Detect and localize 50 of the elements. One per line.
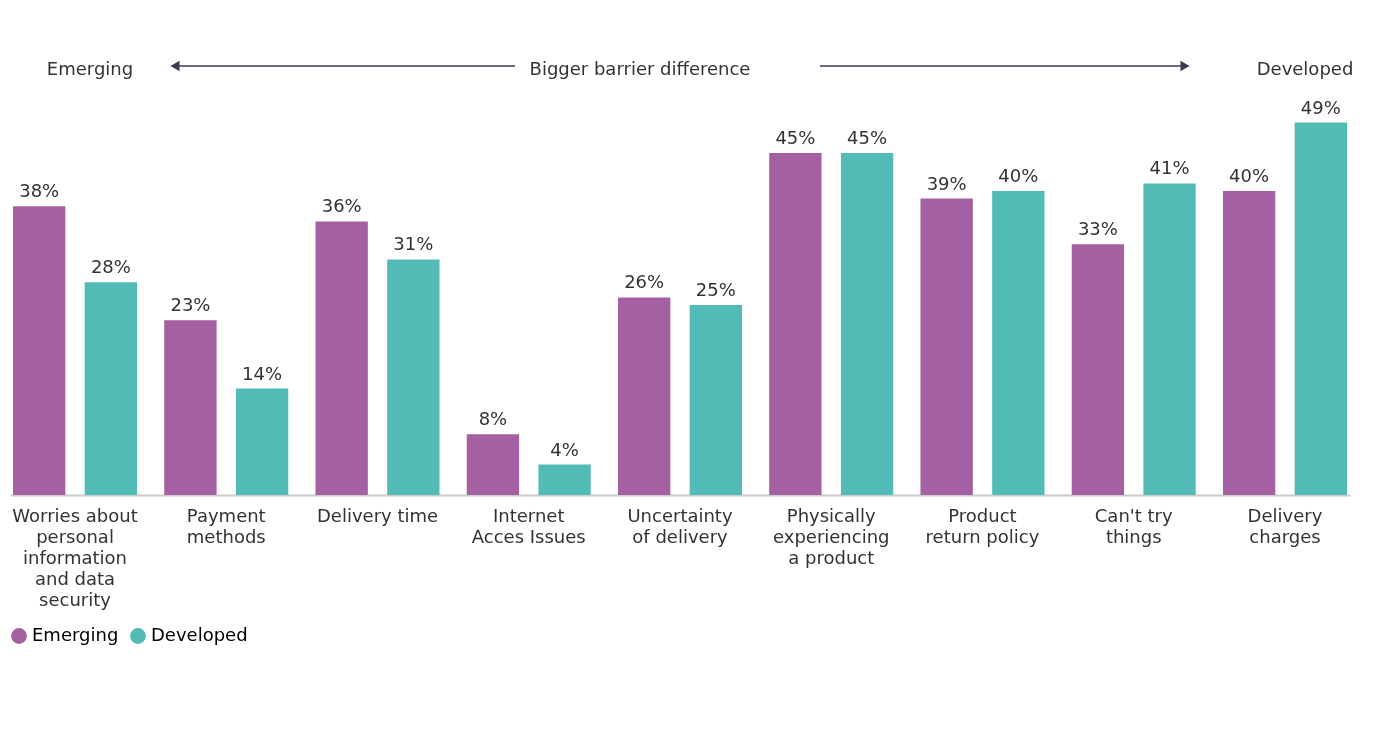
x-tick-label: Product return policy [925, 504, 1040, 547]
bar [387, 259, 440, 495]
bar [13, 206, 66, 495]
x-tick-label: Internet Acces Issues [471, 504, 586, 547]
bar [1294, 122, 1347, 495]
data-label: 26% [624, 271, 665, 293]
bar [920, 198, 973, 495]
bar [1143, 183, 1196, 495]
data-label: 8% [478, 408, 508, 430]
data-label: 49% [1300, 96, 1341, 118]
data-label: 38% [19, 180, 60, 202]
text: Developed [1256, 58, 1354, 79]
bar [689, 305, 743, 495]
x-tick-label: Delivery charges [1247, 504, 1323, 547]
bar [538, 464, 591, 495]
legend-label: Emerging [32, 624, 119, 645]
data-label: 45% [847, 127, 888, 148]
x-tick-label: Can't try things [1094, 504, 1173, 547]
data-label: 40% [1229, 165, 1270, 186]
bar [164, 320, 217, 495]
x-tick-label: Physically experiencing a product [772, 504, 890, 568]
bar [840, 153, 894, 495]
data-label: 41% [1149, 157, 1190, 179]
bar [1071, 244, 1125, 495]
text: Bigger barrier difference [529, 58, 751, 79]
bar [992, 191, 1045, 495]
data-label: 31% [393, 233, 434, 255]
data-label: 28% [90, 256, 131, 278]
data-label: 36% [321, 195, 362, 217]
data-label: 45% [775, 127, 816, 148]
data-label: 33% [1077, 218, 1118, 240]
text: Emerging [46, 58, 134, 79]
x-tick-label: Uncertainty of delivery [627, 504, 733, 547]
x-tick-label: Worries about personal information and data security [12, 504, 138, 610]
data-label: 39% [926, 172, 967, 194]
data-label: 40% [998, 165, 1039, 186]
bar [1222, 191, 1276, 495]
bar [466, 434, 520, 495]
bar [235, 388, 289, 495]
data-label: 23% [170, 294, 211, 316]
legend-label: Developed [151, 624, 248, 645]
data-label: 14% [242, 362, 283, 384]
bar [617, 297, 671, 495]
data-label: 25% [695, 279, 736, 300]
bar [84, 282, 138, 495]
bar [315, 221, 368, 495]
data-label: 4% [550, 438, 579, 460]
x-tick-label: Delivery time [316, 504, 439, 526]
x-tick-label: Payment methods [186, 504, 266, 547]
bar [769, 153, 822, 495]
